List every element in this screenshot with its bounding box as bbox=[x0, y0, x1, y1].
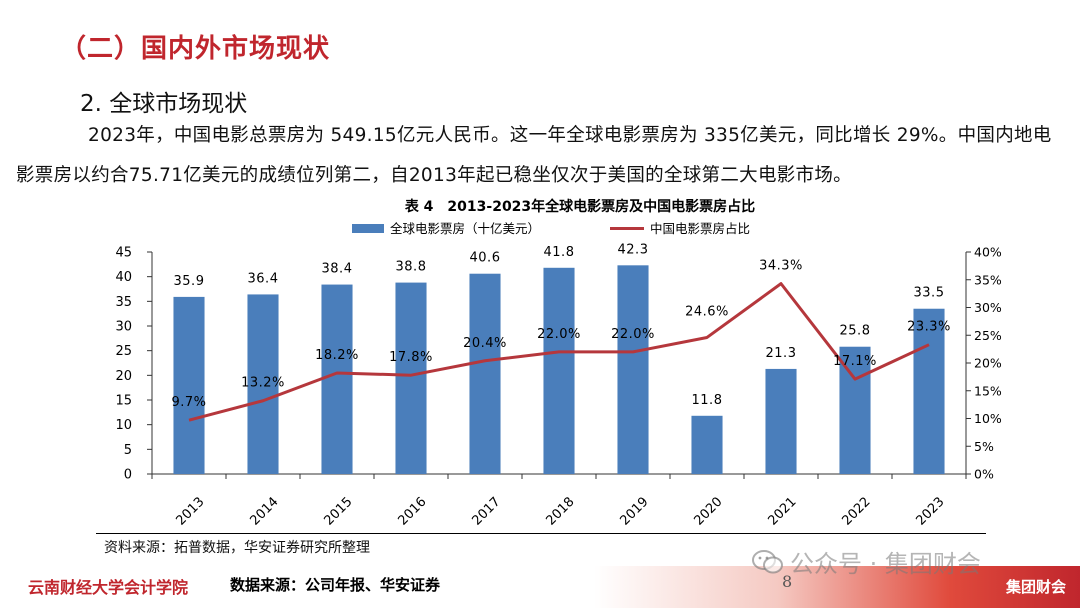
china-share-label: 20.4% bbox=[463, 336, 507, 351]
watermark: 公众号 · 集团财会 bbox=[752, 544, 981, 579]
y-right-tick-label: 30% bbox=[974, 300, 1002, 315]
footer-brand: 集团财会 bbox=[1005, 578, 1066, 596]
y-left-tick-label: 20 bbox=[115, 369, 132, 384]
y-left-tick-label: 5 bbox=[124, 443, 132, 458]
legend-swatch-global-box-office bbox=[352, 224, 384, 233]
y-right-tick-label: 5% bbox=[974, 439, 994, 454]
body-paragraph: 2023年，中国电影总票房为 549.15亿元人民币。这一年全球电影票房为 33… bbox=[16, 125, 1052, 186]
x-tick-label-2018: 2018 bbox=[544, 495, 578, 529]
bar-value-label: 33.5 bbox=[914, 286, 945, 301]
china-share-label: 13.2% bbox=[241, 376, 285, 391]
y-right-tick-label: 40% bbox=[974, 245, 1002, 260]
bar-value-label: 40.6 bbox=[470, 251, 501, 266]
y-left-tick-label: 10 bbox=[115, 418, 132, 433]
section-title: （二）国内外市场现状 bbox=[60, 34, 331, 64]
page-number: 8 bbox=[782, 572, 793, 591]
bar-value-label: 42.3 bbox=[618, 242, 649, 257]
y-right-tick-label: 0% bbox=[974, 467, 994, 482]
bar-value-label: 11.8 bbox=[692, 393, 723, 408]
bar-value-label: 41.8 bbox=[544, 245, 575, 260]
bar-2019 bbox=[617, 265, 649, 474]
bar-value-label: 35.9 bbox=[174, 274, 205, 289]
y-left-tick-label: 35 bbox=[115, 295, 132, 310]
box-office-chart: 全球电影票房（十亿美元） 中国电影票房占比 0 5 10 15 20 25 30 35 40 45 0%… bbox=[115, 221, 1002, 529]
bar-2018 bbox=[543, 267, 575, 474]
x-tick-label-2022: 2022 bbox=[840, 495, 874, 529]
wechat-icon bbox=[752, 549, 783, 573]
bar-value-label: 21.3 bbox=[766, 346, 797, 361]
china-share-label: 22.0% bbox=[537, 327, 581, 342]
bar-2014 bbox=[247, 294, 279, 474]
bar-value-label: 36.4 bbox=[248, 271, 279, 286]
footer-bar bbox=[0, 566, 1080, 608]
x-tick-label-2013: 2013 bbox=[174, 495, 208, 529]
y-right-tick-label: 15% bbox=[974, 383, 1002, 398]
bar-value-label: 25.8 bbox=[840, 324, 871, 339]
subsection-title: 2. 全球市场现状 bbox=[80, 91, 248, 117]
bar-2017 bbox=[469, 273, 501, 474]
legend-label-china-share: 中国电影票房占比 bbox=[650, 221, 750, 236]
y-right-tick-label: 25% bbox=[974, 328, 1002, 343]
china-share-label: 18.2% bbox=[315, 348, 359, 363]
china-share-label: 34.3% bbox=[759, 259, 803, 274]
x-tick-label-2016: 2016 bbox=[396, 495, 430, 529]
legend-label-global-box-office: 全球电影票房（十亿美元） bbox=[390, 221, 540, 236]
x-tick-label-2020: 2020 bbox=[692, 495, 726, 529]
y-left-tick-label: 25 bbox=[115, 344, 132, 359]
bar-2015 bbox=[321, 284, 353, 474]
bar-value-label: 38.4 bbox=[322, 262, 353, 277]
china-share-label: 17.8% bbox=[389, 350, 433, 365]
y-left-tick-label: 45 bbox=[115, 246, 132, 261]
x-tick-label-2017: 2017 bbox=[470, 495, 504, 529]
x-tick-label-2021: 2021 bbox=[766, 495, 800, 529]
source-divider bbox=[96, 533, 986, 534]
china-share-label: 9.7% bbox=[171, 395, 206, 410]
china-share-label: 24.6% bbox=[685, 304, 729, 319]
china-share-label: 23.3% bbox=[907, 320, 951, 335]
bar-2013 bbox=[173, 296, 205, 474]
x-tick-label-2023: 2023 bbox=[914, 495, 948, 529]
y-left-tick-label: 0 bbox=[124, 468, 132, 483]
bar-2021 bbox=[765, 368, 797, 474]
bar-2023 bbox=[913, 308, 945, 474]
x-tick-label-2019: 2019 bbox=[618, 495, 652, 529]
bar-2016 bbox=[395, 282, 427, 474]
y-right-tick-label: 10% bbox=[974, 411, 1002, 426]
y-right-tick-label: 35% bbox=[974, 272, 1002, 287]
bar-value-label: 38.8 bbox=[396, 260, 427, 275]
footer-university: 云南财经大学会计学院 bbox=[28, 578, 189, 597]
watermark-text: 公众号 · 集团财会 bbox=[790, 550, 981, 578]
bar-2020 bbox=[691, 415, 723, 474]
x-tick-label-2015: 2015 bbox=[322, 495, 356, 529]
y-right-tick-label: 20% bbox=[974, 356, 1002, 371]
source-note: 资料来源：拓普数据，华安证券研究所整理 bbox=[104, 540, 370, 556]
x-tick-label-2014: 2014 bbox=[248, 495, 282, 529]
chart-title: 表 4 2013-2023年全球电影票房及中国电影票房占比 bbox=[404, 199, 756, 215]
y-left-tick-label: 30 bbox=[115, 320, 132, 335]
y-left-tick-label: 15 bbox=[115, 394, 132, 409]
y-left-tick-label: 40 bbox=[115, 270, 132, 285]
china-share-label: 22.0% bbox=[611, 327, 655, 342]
china-share-label: 17.1% bbox=[833, 354, 877, 369]
footer-data-source: 数据来源：公司年报、华安证券 bbox=[230, 576, 441, 594]
